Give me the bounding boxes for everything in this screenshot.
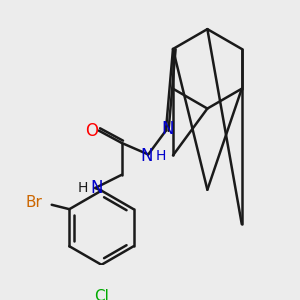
Text: O: O [85, 122, 98, 140]
Text: Cl: Cl [94, 289, 109, 300]
Text: N: N [140, 147, 153, 165]
Text: H: H [155, 149, 166, 163]
Text: N: N [91, 179, 103, 197]
Text: Br: Br [26, 195, 43, 210]
Text: N: N [161, 120, 174, 138]
Text: H: H [78, 181, 88, 195]
